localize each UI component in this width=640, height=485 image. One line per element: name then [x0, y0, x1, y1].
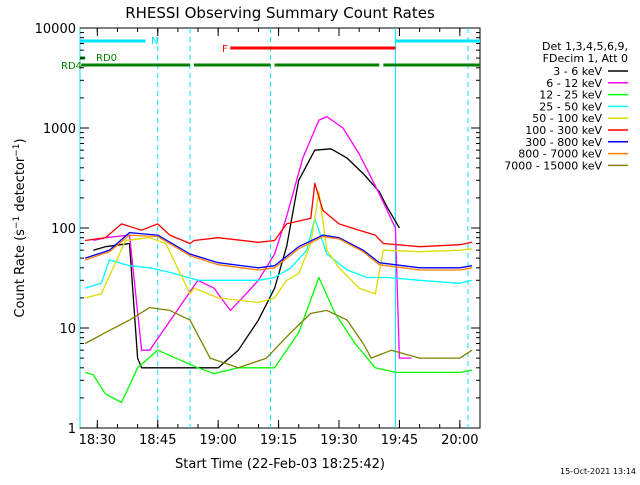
x-tick-label: 19:15	[260, 433, 297, 448]
annotation-label: F	[222, 44, 228, 55]
y-axis-label-main: Count Rate (s	[13, 229, 28, 318]
footer-timestamp: 15-Oct-2021 13:14	[560, 467, 636, 476]
series-line	[84, 306, 473, 369]
x-tick-label: 18:45	[139, 433, 176, 448]
y-tick-label: 10	[59, 322, 76, 337]
plot-area: N F RD0 RD4	[61, 27, 481, 429]
x-tick-label: 20:00	[441, 433, 478, 448]
y-axis-label-sup1: −1	[12, 216, 22, 229]
x-axis: 18:30 18:45 19:00 19:15 19:30 19:45 20:00	[79, 28, 481, 448]
series-line	[85, 276, 473, 404]
legend-entry-label: 800 - 7000 keV	[518, 148, 602, 161]
legend: Det 1,3,4,5,6,9,FDecim 1, Att 03 - 6 keV…	[504, 40, 628, 172]
x-tick-label: 19:00	[199, 433, 236, 448]
series-line	[93, 148, 400, 369]
annotation-label: RD4	[61, 61, 82, 72]
y-axis-label-sup2: −1	[12, 143, 22, 156]
legend-entry-label: 100 - 300 keV	[525, 124, 602, 137]
annotation-label: N	[151, 36, 158, 47]
series-line	[85, 182, 473, 248]
legend-entry-label: 300 - 800 keV	[525, 136, 602, 149]
plot-frame	[79, 27, 481, 429]
legend-entry-label: 3 - 6 keV	[553, 65, 602, 78]
legend-entry-label: 25 - 50 keV	[539, 100, 602, 113]
y-tick-label: 100	[51, 222, 76, 237]
y-tick-label: 1	[68, 422, 76, 437]
x-axis-label: Start Time (22-Feb-03 18:25:42)	[175, 457, 385, 472]
series-line	[84, 234, 473, 271]
y-axis: 1 10 100 1000 10000	[35, 22, 480, 437]
legend-entry-label: 6 - 12 keV	[546, 77, 602, 90]
legend-header: FDecim 1, Att 0	[543, 52, 628, 65]
legend-entry-label: 12 - 25 keV	[539, 89, 602, 102]
y-tick-label: 1000	[43, 122, 76, 137]
series-line	[85, 191, 472, 304]
series-line	[93, 115, 412, 359]
legend-entry-label: 50 - 100 keV	[532, 112, 602, 125]
series-line	[84, 231, 473, 269]
x-tick-label: 19:30	[320, 433, 357, 448]
y-tick-label: 10000	[35, 22, 76, 37]
legend-header: Det 1,3,4,5,6,9,	[542, 40, 628, 53]
chart-title: RHESSI Observing Summary Count Rates	[125, 4, 435, 22]
y-axis-label-mid: detector	[13, 156, 28, 216]
y-axis-label: Count Rate (s−1 detector−1)	[12, 138, 28, 317]
x-tick-label: 19:45	[381, 433, 418, 448]
legend-entry-label: 7000 - 15000 keV	[504, 159, 602, 172]
series-line	[85, 217, 473, 289]
x-tick-label: 18:30	[79, 433, 116, 448]
annotation-label: RD0	[96, 53, 117, 64]
y-axis-label-end: )	[13, 138, 28, 143]
